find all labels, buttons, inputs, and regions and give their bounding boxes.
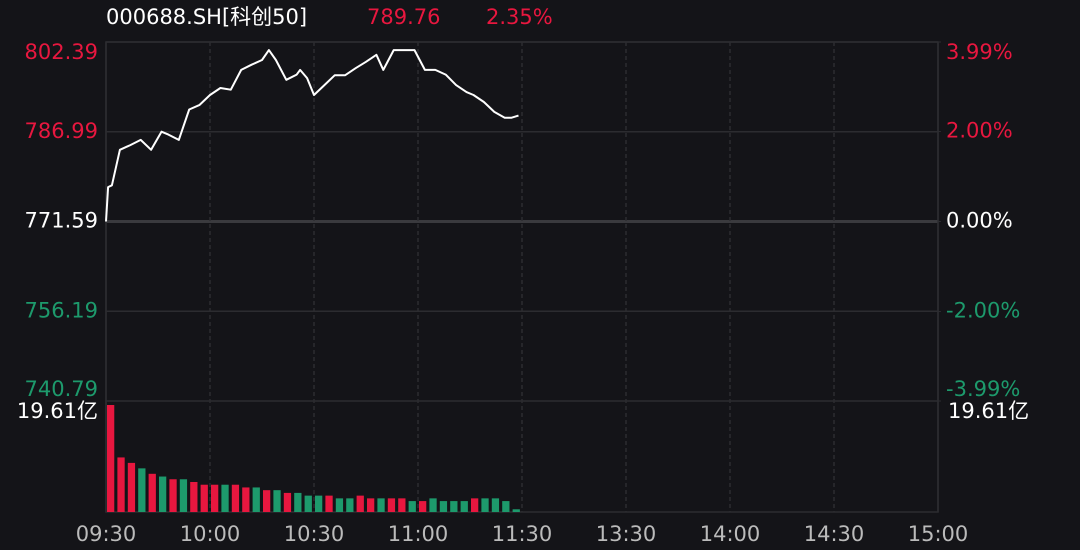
volume-bar — [159, 476, 167, 512]
last-price: 789.76 — [367, 5, 440, 29]
y2-tick-label: -2.00% — [946, 298, 1020, 322]
x-tick-label: 11:30 — [492, 522, 553, 546]
change-percent: 2.35% — [486, 5, 553, 29]
volume-bar — [408, 501, 416, 512]
volume-bar — [231, 484, 240, 512]
volume-bar — [200, 484, 208, 512]
volume-bar — [221, 484, 229, 512]
y2-tick-label: 2.00% — [946, 119, 1013, 143]
price-line — [105, 49, 519, 222]
volume-bar — [252, 487, 260, 512]
x-tick-label: 14:00 — [700, 522, 761, 546]
volume-bar — [491, 498, 500, 512]
volume-bar — [356, 495, 364, 512]
volume-bar — [127, 462, 136, 512]
x-tick-label: 10:00 — [180, 522, 241, 546]
volume-max-label: 19.61亿 — [17, 399, 98, 423]
volume-bar — [107, 405, 115, 512]
volume-bar — [387, 498, 396, 512]
x-tick-label: 15:00 — [908, 522, 969, 546]
volume-bar — [471, 498, 479, 512]
volume-bar — [512, 509, 520, 512]
volume-bar — [481, 498, 489, 512]
y2-tick-label: 0.00% — [946, 209, 1013, 233]
volume-bar — [190, 481, 198, 512]
volume-bar — [263, 490, 271, 512]
chart-title: 000688.SH[科创50] — [106, 5, 307, 29]
x-tick-label: 14:30 — [804, 522, 865, 546]
y-tick-label: 756.19 — [25, 298, 98, 322]
volume-bar — [398, 498, 406, 512]
y-tick-label: 740.79 — [25, 377, 98, 401]
volume-bar — [419, 501, 427, 512]
x-tick-label: 10:30 — [284, 522, 345, 546]
x-tick-label: 13:30 — [596, 522, 657, 546]
volume-bar — [450, 501, 458, 512]
y-tick-label: 802.39 — [25, 40, 98, 64]
volume-bar — [117, 457, 125, 512]
volume-bar — [179, 479, 188, 512]
volume-bar — [294, 492, 302, 512]
volume-bar — [346, 498, 354, 512]
volume-bar — [460, 501, 468, 512]
volume-max-label: 19.61亿 — [948, 399, 1029, 423]
y-tick-label: 786.99 — [25, 119, 98, 143]
y2-tick-label: -3.99% — [946, 377, 1020, 401]
volume-bar — [242, 487, 250, 512]
volume-bar — [439, 501, 448, 512]
volume-bar — [304, 495, 312, 512]
volume-bar — [377, 498, 385, 512]
x-tick-label: 09:30 — [76, 522, 137, 546]
y-tick-label: 771.59 — [25, 209, 98, 233]
volume-bar — [502, 501, 510, 512]
volume-bar — [138, 468, 146, 512]
volume-bar — [148, 473, 156, 512]
volume-bar — [283, 492, 292, 512]
volume-bar — [211, 484, 219, 512]
volume-bar — [169, 479, 177, 512]
y2-tick-label: 3.99% — [946, 40, 1013, 64]
volume-bar — [429, 498, 437, 512]
volume-bar — [325, 495, 333, 512]
volume-bar — [273, 490, 281, 512]
volume-bar — [367, 498, 375, 512]
volume-bar — [315, 495, 323, 512]
x-tick-label: 11:00 — [388, 522, 449, 546]
volume-bar — [335, 498, 344, 512]
